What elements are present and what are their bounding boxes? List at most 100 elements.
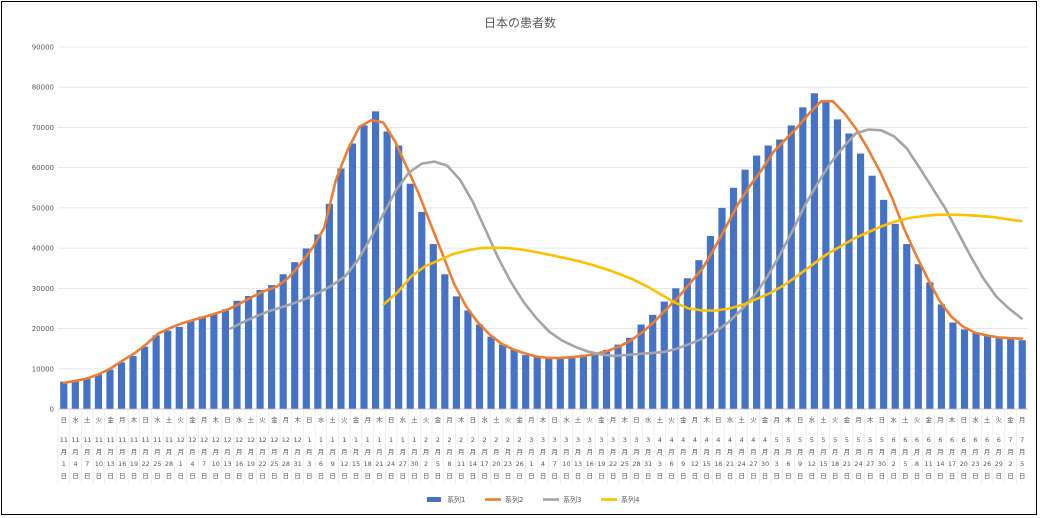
x-tick-day-unit: 日 bbox=[879, 472, 886, 480]
x-tick-month-unit: 月 bbox=[236, 448, 243, 456]
x-tick-day-unit: 日 bbox=[353, 472, 360, 480]
x-tick-month: 11 bbox=[118, 436, 126, 444]
x-tick-weekday: 土 bbox=[166, 415, 173, 424]
x-tick-day: 12 bbox=[340, 460, 348, 468]
x-tick-day-unit: 日 bbox=[657, 472, 664, 480]
x-tick-day: 29 bbox=[995, 460, 1003, 468]
bar-系列1 bbox=[637, 324, 645, 409]
x-tick-weekday: 月 bbox=[773, 416, 780, 424]
x-tick-month-unit: 月 bbox=[201, 448, 208, 456]
x-tick-day-unit: 日 bbox=[505, 472, 512, 480]
grid-layer bbox=[58, 46, 1028, 410]
x-tick-day-unit: 日 bbox=[785, 472, 792, 480]
x-tick-month: 11 bbox=[130, 436, 138, 444]
x-tick-month: 2 bbox=[424, 436, 428, 444]
x-tick-day: 21 bbox=[375, 460, 383, 468]
x-tick-month: 5 bbox=[833, 436, 837, 444]
x-tick-day: 27 bbox=[399, 460, 407, 468]
x-tick-month-unit: 月 bbox=[423, 448, 430, 456]
y-tick-label: 40000 bbox=[32, 245, 54, 253]
x-tick-day: 16 bbox=[586, 460, 594, 468]
x-tick-day: 28 bbox=[165, 460, 173, 468]
legend-label-系列3: 系列3 bbox=[563, 495, 581, 504]
x-tick-day-unit: 日 bbox=[622, 472, 629, 480]
x-tick-day: 2 bbox=[424, 460, 428, 468]
x-tick-month: 11 bbox=[142, 436, 150, 444]
x-tick-day-unit: 日 bbox=[329, 472, 336, 480]
x-tick-weekday: 金 bbox=[271, 415, 278, 424]
x-tick-month: 1 bbox=[377, 436, 381, 444]
x-tick-month: 4 bbox=[681, 436, 685, 444]
x-tick-weekday: 木 bbox=[213, 415, 220, 424]
x-tick-day-unit: 日 bbox=[423, 472, 430, 480]
line-系列4 bbox=[382, 213, 1023, 312]
x-tick-day-unit: 日 bbox=[72, 472, 79, 480]
x-tick-month: 5 bbox=[775, 436, 779, 444]
x-tick-day: 22 bbox=[142, 460, 150, 468]
bar-系列1 bbox=[937, 304, 945, 409]
x-tick-weekday: 木 bbox=[949, 415, 956, 424]
x-tick-day: 13 bbox=[574, 460, 582, 468]
x-tick-weekday: 水 bbox=[890, 415, 897, 424]
x-tick-month-unit: 月 bbox=[645, 448, 652, 456]
x-tick-month: 12 bbox=[235, 436, 243, 444]
x-tick-weekday: 月 bbox=[283, 416, 290, 424]
x-tick-month-unit: 月 bbox=[633, 448, 640, 456]
x-tick-month-unit: 月 bbox=[762, 448, 769, 456]
x-tick-day: 6 bbox=[319, 460, 323, 468]
x-tick-weekday: 金 bbox=[844, 415, 851, 424]
x-tick-month: 3 bbox=[611, 436, 615, 444]
x-tick-month-unit: 月 bbox=[890, 448, 897, 456]
bar-系列1 bbox=[268, 285, 276, 409]
x-tick-day-unit: 日 bbox=[283, 472, 290, 480]
x-tick-month-unit: 月 bbox=[435, 448, 442, 456]
x-tick-day-unit: 日 bbox=[832, 472, 839, 480]
x-tick-weekday: 日 bbox=[388, 416, 395, 424]
bar-系列1 bbox=[418, 211, 426, 409]
x-tick-day: 27 bbox=[749, 460, 757, 468]
bar-layer bbox=[60, 93, 1026, 410]
x-tick-month-unit: 月 bbox=[364, 448, 371, 456]
x-tick-month-unit: 月 bbox=[563, 448, 570, 456]
bar-系列1 bbox=[787, 125, 795, 409]
x-tick-month-unit: 月 bbox=[551, 448, 558, 456]
x-tick-weekday: 月 bbox=[201, 416, 208, 424]
bar-系列1 bbox=[383, 131, 391, 409]
x-tick-month-unit: 月 bbox=[960, 448, 967, 456]
x-tick-weekday: 水 bbox=[481, 415, 488, 424]
bar-系列1 bbox=[337, 168, 345, 409]
x-tick-month-unit: 月 bbox=[131, 448, 138, 456]
x-tick-month-unit: 月 bbox=[142, 448, 149, 456]
x-tick-day-unit: 日 bbox=[575, 472, 582, 480]
y-tick-label: 60000 bbox=[32, 164, 54, 172]
x-tick-day-unit: 日 bbox=[902, 472, 909, 480]
y-tick-label: 80000 bbox=[32, 84, 54, 92]
x-tick-weekday: 火 bbox=[259, 416, 266, 424]
x-tick-day-unit: 日 bbox=[633, 472, 640, 480]
x-tick-day: 2 bbox=[1008, 460, 1012, 468]
legend-swatch-系列1 bbox=[427, 497, 441, 502]
x-tick-day-unit: 日 bbox=[738, 472, 745, 480]
bar-系列1 bbox=[175, 326, 183, 409]
bar-系列1 bbox=[741, 169, 749, 409]
x-tick-day-unit: 日 bbox=[692, 472, 699, 480]
x-tick-weekday: 火 bbox=[996, 416, 1003, 424]
bar-系列1 bbox=[152, 335, 160, 409]
x-tick-day-unit: 日 bbox=[248, 472, 255, 480]
bar-系列1 bbox=[244, 295, 253, 409]
x-tick-day: 1 bbox=[529, 460, 533, 468]
bar-系列1 bbox=[695, 260, 703, 409]
x-tick-weekday: 火 bbox=[914, 416, 921, 424]
x-tick-month: 3 bbox=[588, 436, 592, 444]
bar-系列1 bbox=[972, 332, 980, 409]
x-tick-day-unit: 日 bbox=[1019, 472, 1026, 480]
x-tick-weekday: 日 bbox=[224, 416, 231, 424]
x-tick-day-unit: 日 bbox=[925, 472, 932, 480]
x-tick-day: 17 bbox=[948, 460, 956, 468]
x-tick-weekday: 水 bbox=[809, 415, 816, 424]
x-tick-day-unit: 日 bbox=[107, 472, 114, 480]
x-tick-weekday: 土 bbox=[411, 415, 418, 424]
chart-title: 日本の患者数 bbox=[484, 15, 556, 30]
x-tick-month-unit: 月 bbox=[341, 448, 348, 456]
